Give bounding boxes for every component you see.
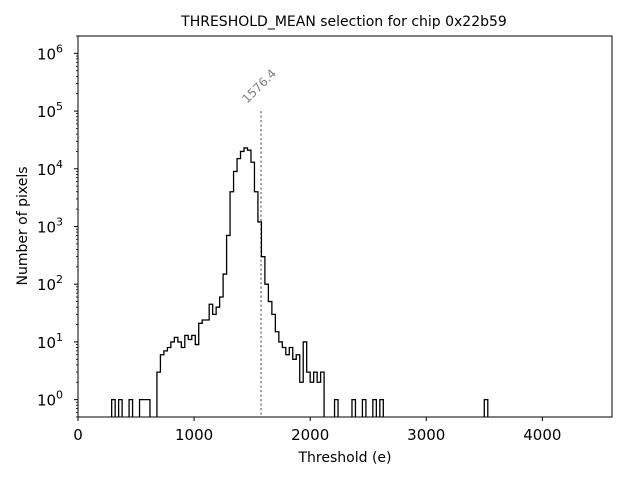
x-tick-label: 2000 — [291, 426, 329, 444]
histogram-step-line — [111, 147, 489, 417]
plot-frame — [77, 35, 613, 418]
y-axis-label: Number of pixels — [15, 166, 31, 285]
chart-title: THRESHOLD_MEAN selection for chip 0x22b5… — [180, 14, 507, 30]
x-axis-label: Threshold (e) — [298, 450, 392, 466]
x-tick-label: 4000 — [523, 426, 561, 444]
y-tick-label: 101 — [37, 331, 63, 352]
mean-value-label: 1576.4 — [239, 66, 279, 106]
y-tick-label: 102 — [37, 273, 63, 294]
y-tick-label: 104 — [37, 158, 63, 179]
x-tick-label: 3000 — [407, 426, 445, 444]
x-tick-label: 1000 — [175, 426, 213, 444]
y-tick-label: 103 — [37, 216, 63, 237]
y-tick-label: 100 — [37, 389, 63, 410]
y-tick-label: 106 — [37, 42, 63, 63]
y-tick-label: 105 — [37, 100, 63, 121]
x-tick-label: 0 — [73, 426, 83, 444]
